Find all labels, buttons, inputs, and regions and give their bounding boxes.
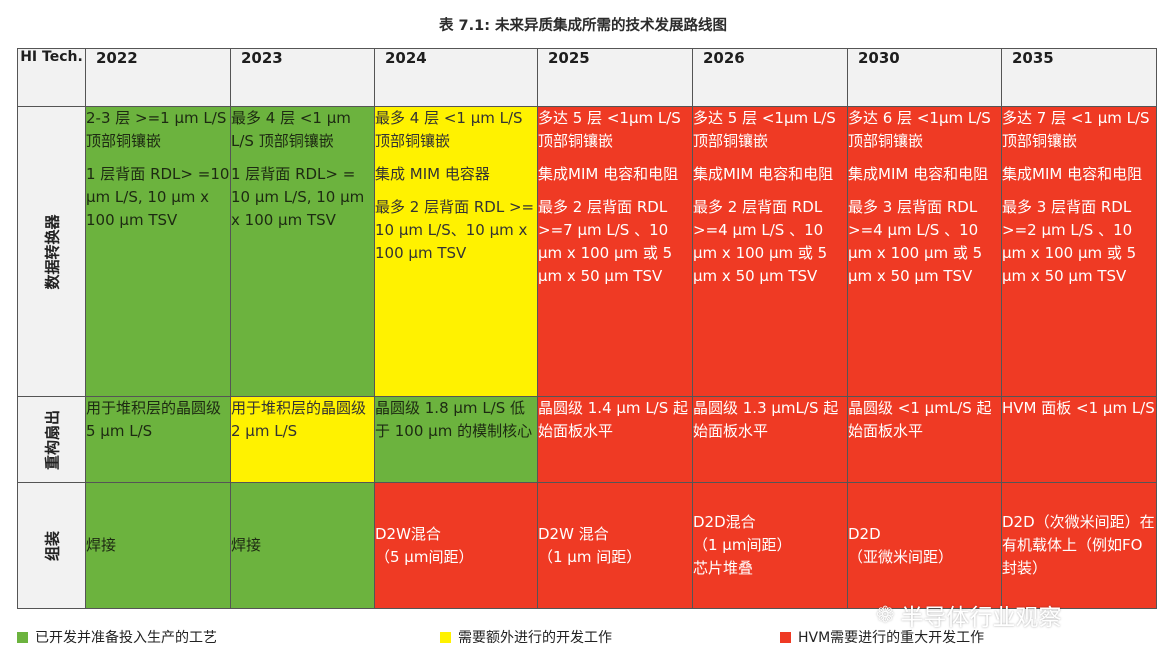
table-title: 表 7.1: 未来异质集成所需的技术发展路线图 (438, 18, 728, 34)
cell-text: 晶圆级 1.4 μm L/S 起始面板水平 (538, 399, 689, 440)
year-label: 2024 (385, 49, 427, 68)
legend-label: 已开发并准备投入生产的工艺 (35, 630, 217, 646)
roadmap-cell: 焊接 (230, 482, 375, 609)
row-header: 数据转换器 (17, 106, 86, 397)
cell-text: HVM 面板 <1 μm L/S (1002, 399, 1155, 417)
legend-item-yellow: 需要额外进行的开发工作 (440, 627, 612, 647)
legend-swatch (17, 631, 28, 643)
cell-text: （1 μm 间距） (538, 547, 642, 566)
cell-text: 集成MIM 电容和电阻 (848, 165, 989, 183)
cell-text: 集成 MIM 电容器 (375, 165, 490, 183)
legend-label: 需要额外进行的开发工作 (458, 630, 612, 646)
roadmap-cell: D2W混合 （5 μm间距） (374, 482, 538, 609)
cell-text: 最多 2 层背面 RDL >= 10 μm L/S、10 μm x 100 μm… (375, 198, 535, 262)
cell-text: 最多 4 层 <1 μm L/S 顶部铜镶嵌 (231, 109, 351, 150)
cell-text: D2D混合 (693, 513, 756, 531)
cell-text: 芯片堆叠 (693, 559, 754, 577)
cell-text: 最多 2 层背面 RDL >=4 μm L/S 、10 μm x 100 μm … (693, 198, 828, 285)
legend-item-green: 已开发并准备投入生产的工艺 (17, 627, 217, 647)
cell-text: D2W混合 (375, 524, 441, 543)
cell-text: （5 μm间距） (375, 547, 474, 566)
cell-text: 用于堆积层的晶圆级 2 μm L/S (231, 399, 367, 440)
roadmap-cell: D2D （亚微米间距） (847, 482, 1002, 609)
roadmap-cell: 多达 6 层 <1μm L/S 顶部铜镶嵌集成MIM 电容和电阻最多 3 层背面… (847, 106, 1002, 397)
cell-text: 集成MIM 电容和电阻 (693, 165, 834, 183)
roadmap-cell: D2W 混合 （1 μm 间距） (537, 482, 693, 609)
roadmap-cell: 用于堆积层的晶圆级 5 μm L/S (85, 396, 231, 483)
cell-text: （亚微米间距） (848, 547, 954, 566)
cell-text: 多达 5 层 <1μm L/S 顶部铜镶嵌 (538, 109, 681, 150)
row-header: 重构扇出 (17, 396, 86, 483)
year-header: 2024 (374, 48, 538, 107)
cell-text: 晶圆级 1.8 μm L/S 低于 100 μm 的模制核心 (375, 399, 533, 440)
cell-text: 1 层背面 RDL> = 10 μm L/S, 10 μm x 100 μm T… (231, 165, 365, 229)
roadmap-table: HI Tech. 2022 2023 2024 2025 2026 2030 2… (17, 48, 1157, 609)
year-header: 2030 (847, 48, 1002, 107)
roadmap-cell: D2D混合 （1 μm间距） 芯片堆叠 (692, 482, 848, 609)
header-row: HI Tech. 2022 2023 2024 2025 2026 2030 2… (17, 48, 1157, 107)
cell-text: 多达 7 层 <1 μm L/S 顶部铜镶嵌 (1002, 109, 1150, 150)
roadmap-cell: 多达 7 层 <1 μm L/S 顶部铜镶嵌集成MIM 电容和电阻最多 3 层背… (1001, 106, 1157, 397)
cell-text: 用于堆积层的晶圆级 5 μm L/S (86, 399, 222, 440)
row-header-label: 数据转换器 (43, 213, 61, 290)
legend-label: HVM需要进行的重大开发工作 (798, 630, 985, 646)
roadmap-cell: HVM 面板 <1 μm L/S (1001, 396, 1157, 483)
roadmap-cell: 最多 4 层 <1 μm L/S 顶部铜镶嵌集成 MIM 电容器最多 2 层背面… (374, 106, 538, 397)
year-label: 2022 (96, 49, 138, 68)
cell-text: 焊接 (231, 536, 262, 554)
row-header-label: 组装 (43, 530, 61, 561)
cell-text: 晶圆级 1.3 μmL/S 起始面板水平 (693, 399, 839, 440)
cell-text: 集成MIM 电容和电阻 (538, 165, 679, 183)
corner-label: HI Tech. (20, 49, 83, 66)
roadmap-cell: D2D（次微米间距）在有机载体上（例如FO封装） (1001, 482, 1157, 609)
roadmap-cell: 晶圆级 <1 μmL/S 起始面板水平 (847, 396, 1002, 483)
roadmap-cell: 焊接 (85, 482, 231, 609)
roadmap-cell: 用于堆积层的晶圆级 2 μm L/S (230, 396, 375, 483)
legend-item-red: HVM需要进行的重大开发工作 (780, 627, 984, 647)
watermark: ❁ 半导体行业观察 (876, 598, 1061, 632)
roadmap-cell: 晶圆级 1.8 μm L/S 低于 100 μm 的模制核心 (374, 396, 538, 483)
year-label: 2035 (1012, 49, 1054, 68)
cell-text: 最多 3 层背面 RDL >=4 μm L/S 、10 μm x 100 μm … (848, 198, 983, 285)
roadmap-cell: 晶圆级 1.4 μm L/S 起始面板水平 (537, 396, 693, 483)
row-reconstituted-fanout: 重构扇出 用于堆积层的晶圆级 5 μm L/S 用于堆积层的晶圆级 2 μm L/S… (17, 396, 1157, 483)
legend-swatch (440, 631, 451, 643)
year-header: 2025 (537, 48, 693, 107)
roadmap-cell: 多达 5 层 <1μm L/S 顶部铜镶嵌集成MIM 电容和电阻最多 2 层背面… (692, 106, 848, 397)
cell-text: 最多 4 层 <1 μm L/S 顶部铜镶嵌 (375, 109, 523, 150)
corner-header: HI Tech. (17, 48, 86, 107)
cell-text: 1 层背面 RDL> =10 μm L/S, 10 μm x 100 μm TS… (86, 165, 230, 229)
cell-text: D2W 混合 (538, 524, 609, 543)
cell-text: 最多 3 层背面 RDL >=2 μm L/S 、10 μm x 100 μm … (1002, 198, 1137, 285)
year-label: 2030 (858, 49, 900, 68)
roadmap-cell: 晶圆级 1.3 μmL/S 起始面板水平 (692, 396, 848, 483)
cell-text: 多达 6 层 <1μm L/S 顶部铜镶嵌 (848, 109, 991, 150)
cell-text: D2D（次微米间距）在有机载体上（例如FO封装） (1002, 513, 1155, 577)
wechat-icon: ❁ (876, 602, 895, 628)
year-header: 2022 (85, 48, 231, 107)
row-assembly: 组装 焊接 焊接 D2W混合 （5 μm间距） D2W 混合 （1 μm 间距） D2D混合 （… (17, 482, 1157, 609)
year-header: 2035 (1001, 48, 1157, 107)
year-header: 2023 (230, 48, 375, 107)
cell-text: 集成MIM 电容和电阻 (1002, 165, 1143, 183)
cell-text: 焊接 (86, 536, 117, 554)
year-label: 2025 (548, 49, 590, 68)
cell-text: 晶圆级 <1 μmL/S 起始面板水平 (848, 399, 992, 440)
row-data-converter: 数据转换器 2-3 层 >=1 μm L/S 顶部铜镶嵌 1 层背面 RDL> =1… (17, 106, 1157, 397)
legend-swatch (780, 631, 791, 643)
year-header: 2026 (692, 48, 848, 107)
year-label: 2026 (703, 49, 745, 68)
cell-text: 最多 2 层背面 RDL >=7 μm L/S 、10 μm x 100 μm … (538, 198, 673, 285)
cell-text: D2D (848, 524, 881, 543)
watermark-text: 半导体行业观察 (900, 605, 1062, 631)
cell-text: 2-3 层 >=1 μm L/S 顶部铜镶嵌 (86, 109, 227, 150)
cell-text: 多达 5 层 <1μm L/S 顶部铜镶嵌 (693, 109, 836, 150)
cell-text: （1 μm间距） (693, 536, 792, 554)
row-header-label: 重构扇出 (43, 409, 61, 470)
roadmap-cell: 最多 4 层 <1 μm L/S 顶部铜镶嵌 1 层背面 RDL> = 10 μm… (230, 106, 375, 397)
row-header: 组装 (17, 482, 86, 609)
year-label: 2023 (241, 49, 283, 68)
roadmap-cell: 多达 5 层 <1μm L/S 顶部铜镶嵌集成MIM 电容和电阻最多 2 层背面… (537, 106, 693, 397)
roadmap-cell: 2-3 层 >=1 μm L/S 顶部铜镶嵌 1 层背面 RDL> =10 μm … (85, 106, 231, 397)
